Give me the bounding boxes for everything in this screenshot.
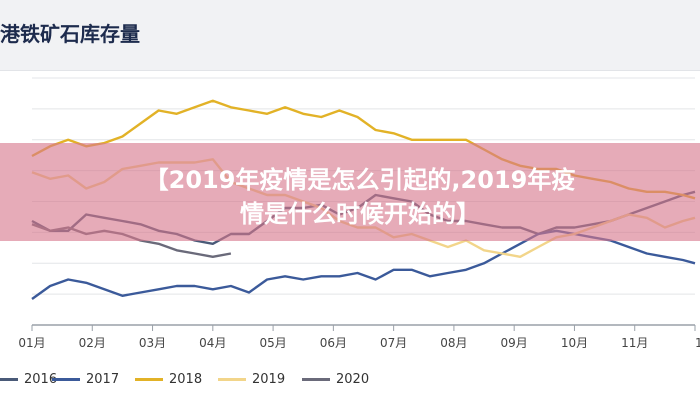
x-tick-label: 09月 [501,336,528,350]
chart-title: 港铁矿石库存量 [0,22,140,46]
legend-item-2020: 2020 [302,372,369,387]
article-title-line-1: 【2019年疫情是怎么引起的,2019年疫 [144,166,576,194]
x-tick-label: 07月 [380,336,407,350]
x-tick-label: 06月 [320,336,347,350]
x-tick-label: 10月 [561,336,588,350]
legend-item-2018: 2018 [135,372,202,387]
x-tick-label: 04月 [199,336,226,350]
x-tick-label: 05月 [259,336,286,350]
x-tick-label: 08月 [440,336,467,350]
legend-label: 2018 [169,372,203,387]
chart-legend: 2016 2017 2018 2019 2020 [0,368,700,392]
legend-swatch [218,378,246,381]
article-title-line-2: 情是什么时候开始的】 [240,200,480,228]
x-tick-label: 11月 [621,336,648,350]
article-title[interactable]: 【2019年疫情是怎么引起的,2019年疫 情是什么时候开始的】 [40,163,680,231]
legend-swatch [0,378,18,381]
legend-label: 2019 [252,372,286,387]
legend-label: 2016 [24,372,58,387]
legend-label: 2017 [86,372,120,387]
x-tick-label: 03月 [139,336,166,350]
chart-title-bar: 港铁矿石库存量 [0,0,700,71]
series-line-2017 [31,229,696,300]
x-tick-label: 02月 [79,336,106,350]
legend-swatch [135,378,163,381]
legend-item-2016: 2016 [0,372,57,387]
legend-swatch [52,378,80,381]
x-tick-label: 01月 [18,336,45,350]
legend-item-2019: 2019 [218,372,285,387]
article-title-banner[interactable]: 【2019年疫情是怎么引起的,2019年疫 情是什么时候开始的】 [0,143,700,241]
legend-swatch [302,378,330,381]
x-tick-label: 12月 [695,336,700,350]
legend-item-2017: 2017 [52,372,119,387]
legend-label: 2020 [336,372,370,387]
